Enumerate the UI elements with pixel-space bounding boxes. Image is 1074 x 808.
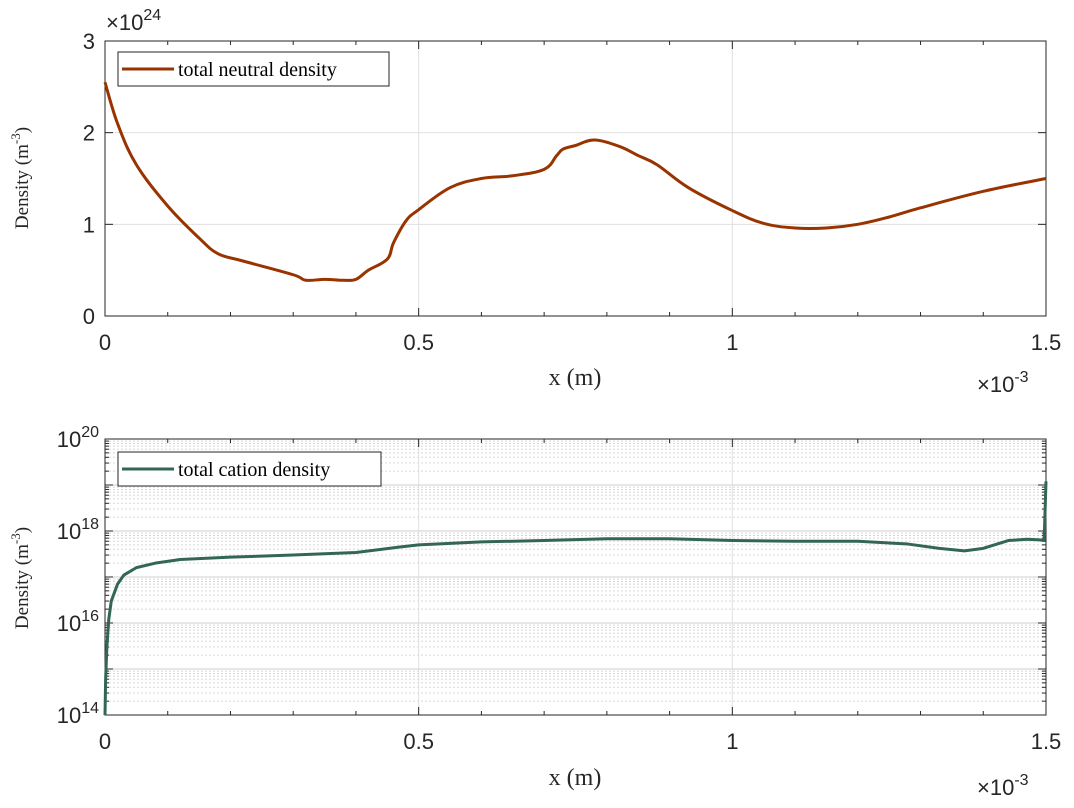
bottom-series-group	[103, 481, 1048, 716]
bottom-chart: 0 0.5 1 1.5 1014 1016 1018 1020 x (m) ×10-3 De…	[8, 424, 1061, 800]
bottom-legend: total cation density	[117, 451, 382, 487]
top-y-tick-label: 1	[83, 212, 95, 237]
top-y-tick-label: 2	[83, 121, 95, 146]
bottom-y-label: Density (m-3)	[8, 527, 33, 629]
bottom-legend-label: total cation density	[178, 459, 330, 481]
bottom-y-tick-labels: 1014 1016 1018 1020	[57, 424, 99, 728]
bottom-x-label: x (m)	[549, 765, 602, 791]
bottom-y-tick-label: 1014	[57, 700, 99, 728]
bottom-y-tick-label: 1018	[57, 516, 99, 544]
bottom-y-tick-label: 1016	[57, 608, 99, 636]
top-y-label: Density (m-3)	[8, 127, 33, 229]
top-x-tick-label: 1	[726, 330, 738, 355]
top-legend-label: total neutral density	[178, 59, 337, 81]
top-y-tick-labels: 0 1 2 3	[83, 29, 95, 329]
series-line-total-cation-density	[103, 481, 1048, 716]
top-x-exponent: ×10-3	[977, 369, 1029, 397]
top-x-tick-label: 0.5	[403, 330, 434, 355]
top-grid	[105, 41, 1046, 316]
top-x-tick-labels: 0 0.5 1 1.5	[99, 330, 1061, 355]
top-y-tick-label: 3	[83, 29, 95, 54]
bottom-x-tick-labels: 0 0.5 1 1.5	[99, 729, 1061, 754]
bottom-plot-border	[104, 438, 1047, 716]
series-line-total-neutral-density	[103, 81, 1047, 282]
top-series-group	[103, 81, 1047, 282]
top-y-tick-label: 0	[83, 304, 95, 329]
top-y-exponent: ×1024	[106, 7, 161, 35]
top-chart: 0 0.5 1 1.5 0 1 2 3 ×1024 x (m) ×10-3 Density …	[8, 7, 1061, 397]
top-x-tick-label: 1.5	[1031, 330, 1062, 355]
bottom-x-tick-label: 1.5	[1031, 729, 1062, 754]
top-x-tick-label: 0	[99, 330, 111, 355]
top-plot-area	[105, 41, 1046, 316]
bottom-x-tick-label: 0.5	[403, 729, 434, 754]
top-x-label: x (m)	[549, 365, 602, 391]
bottom-x-exponent: ×10-3	[977, 772, 1029, 800]
top-legend: total neutral density	[117, 51, 390, 87]
bottom-x-tick-label: 0	[99, 729, 111, 754]
bottom-x-tick-label: 1	[726, 729, 738, 754]
bottom-y-tick-label: 1020	[57, 424, 99, 452]
